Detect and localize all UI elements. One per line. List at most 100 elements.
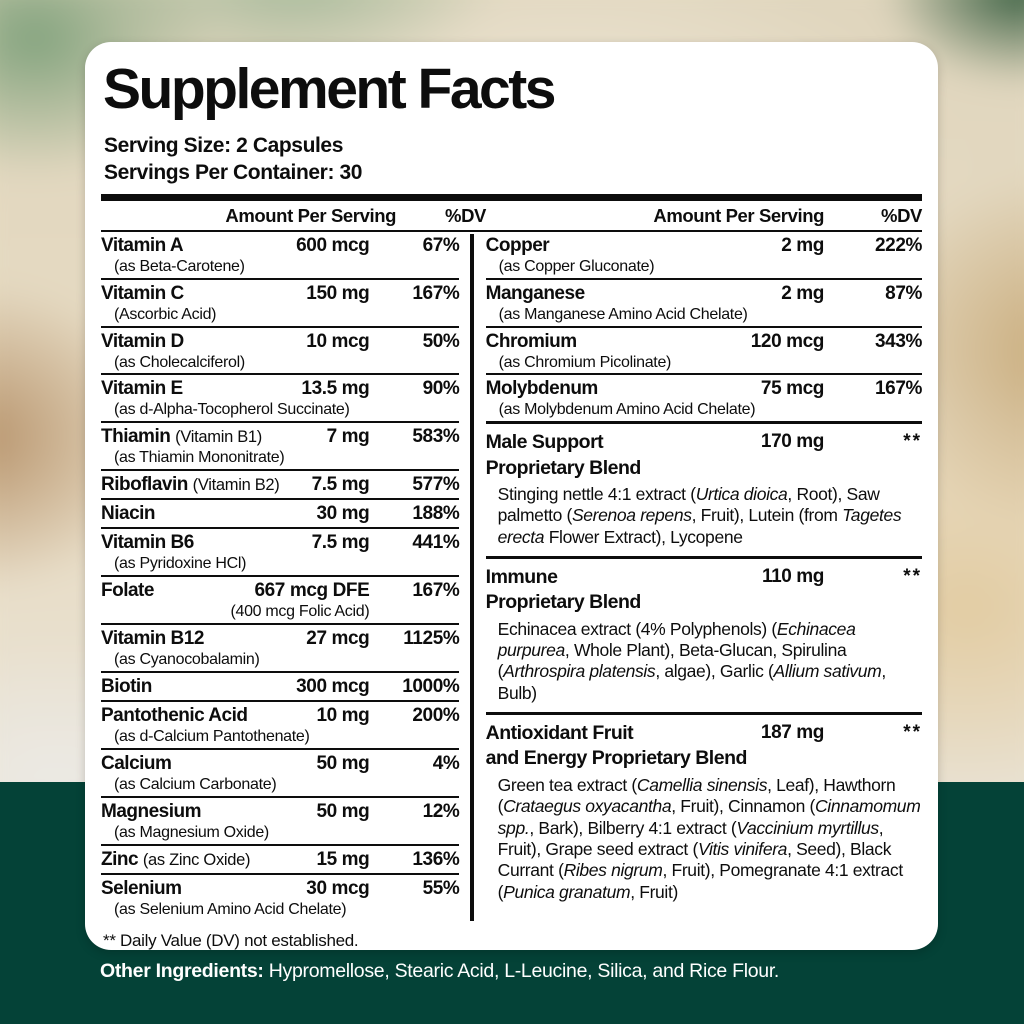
nutrient-row: Copper 2 mg 222% (as Copper Gluconate) [485,232,922,280]
serving-size: Serving Size: 2 Capsules [104,134,343,158]
blend-title-line1: Immune [485,566,558,589]
nutrient-row: Chromium 120 mcg 343% (as Chromium Picol… [485,328,922,376]
nutrient-row: Vitamin A 600 mcg 67% (as Beta-Carotene) [101,232,460,280]
nutrient-dv: 1000% [402,675,460,697]
nutrient-amount: 15 mg [316,848,370,870]
nutrient-row: Biotin 300 mcg 1000% [101,673,460,702]
nutrient-note: (as Zinc Oxide) [142,850,251,869]
nutrient-amount: 10 mcg [306,330,370,352]
nutrient-row: Selenium 30 mcg 55% (as Selenium Amino A… [101,875,460,921]
nutrient-dv: 167% [412,580,460,602]
nutrient-dv: 87% [885,282,922,304]
blend-row: Immune Proprietary Blend 110 mg ** Echin… [485,556,922,712]
other-ingredients-text: Hypromellose, Stearic Acid, L-Leucine, S… [263,960,780,982]
nutrient-source: (as Molybdenum Amino Acid Chelate) [498,401,756,419]
nutrient-source: (as d-Alpha-Tocopherol Succinate) [114,401,350,419]
nutrient-name: Chromium [485,330,578,352]
nutrient-source: (as Pyridoxine HCl) [114,555,247,573]
nutrient-dv: 50% [422,330,460,352]
nutrient-name: Riboflavin [101,474,188,496]
top-double-rule [101,193,922,201]
nutrient-dv: 1125% [403,628,460,650]
blend-dv: ** [903,566,922,588]
servings-per-container: Servings Per Container: 30 [104,161,363,185]
blend-title-line2: Proprietary Blend [485,456,642,479]
nutrient-source: (as Manganese Amino Acid Chelate) [498,305,748,323]
panel-title: Supplement Facts [103,57,556,121]
nutrient-source: (Ascorbic Acid) [114,305,217,323]
nutrient-dv: 441% [412,532,460,554]
nutrient-source: (as Magnesium Oxide) [114,823,269,841]
nutrient-name: Manganese [485,282,585,304]
nutrient-dv: 12% [422,800,460,822]
nutrient-source: (as Chromium Picolinate) [498,353,672,371]
nutrient-dv: 188% [412,503,460,525]
nutrient-source: (as Selenium Amino Acid Chelate) [114,900,347,918]
blend-amount: 187 mg [760,722,824,744]
nutrient-dv: 167% [875,378,922,400]
nutrient-source: (as Beta-Carotene) [114,257,245,275]
left-dv-header: %DV [445,204,486,226]
nutrient-amount: 600 mcg [296,234,370,256]
nutrient-source: (as Cyanocobalamin) [114,651,260,669]
nutrient-dv: 136% [412,848,460,870]
nutrient-row: Pantothenic Acid 10 mg 200% (as d-Calciu… [101,702,460,750]
nutrient-source: (400 mcg Folic Acid) [230,603,370,621]
nutrient-name: Vitamin A [101,234,184,256]
nutrient-row: Niacin 30 mg 188% [101,500,460,530]
nutrient-name: Magnesium [101,800,202,822]
column-headers: Amount Per Serving %DV Amount Per Servin… [101,201,922,232]
nutrient-name: Biotin [101,675,152,697]
blend-amount: 170 mg [760,431,824,453]
nutrient-amount: 7.5 mg [311,474,370,496]
right-amount-header: Amount Per Serving [653,204,824,226]
blend-title-line1: Male Support [485,431,604,454]
minerals-blends-column: Copper 2 mg 222% (as Copper Gluconate) M… [485,232,923,921]
nutrient-row: Zinc (as Zinc Oxide) 15 mg 136% [101,846,460,875]
blend-description: Stinging nettle 4:1 extract (Urtica dioi… [497,484,902,547]
nutrient-dv: 200% [412,704,460,726]
nutrient-row: Thiamin (Vitamin B1) 7 mg 583% (as Thiam… [101,423,460,472]
nutrient-amount: 2 mg [781,282,824,304]
nutrient-amount: 120 mcg [750,330,825,352]
nutrient-row: Molybdenum 75 mcg 167% (as Molybdenum Am… [485,375,923,421]
other-ingredients: Other Ingredients: Hypromellose, Stearic… [100,960,960,983]
nutrient-row: Calcium 50 mg 4% (as Calcium Carbonate) [101,750,460,798]
blend-amount: 110 mg [761,566,824,588]
nutrient-source: (as Copper Gluconate) [498,257,655,275]
nutrient-note: (Vitamin B2) [192,476,280,495]
nutrient-row: Vitamin D 10 mcg 50% (as Cholecalciferol… [101,328,460,376]
nutrient-name: Calcium [101,752,172,774]
blend-row: Antioxidant Fruit and Energy Proprietary… [485,712,922,911]
nutrient-name: Vitamin C [101,282,184,304]
blend-row: Male Support Proprietary Blend 170 mg **… [485,421,922,556]
nutrient-dv: 55% [422,877,460,899]
nutrient-amount: 2 mg [781,234,824,256]
nutrient-source: (as Thiamin Mononitrate) [114,449,285,467]
left-amount-header: Amount Per Serving [225,204,396,226]
nutrient-name: Vitamin B6 [101,532,194,554]
nutrient-amount: 10 mg [316,704,370,726]
nutrient-source: (as Cholecalciferol) [114,353,245,371]
nutrient-dv: 583% [412,426,460,448]
vitamins-column: Vitamin A 600 mcg 67% (as Beta-Carotene)… [101,232,460,921]
nutrient-name: Folate [101,580,154,602]
nutrient-name: Selenium [101,877,182,899]
nutrient-amount: 667 mcg DFE [254,580,370,602]
nutrient-dv: 90% [422,378,460,400]
nutrient-dv: 167% [412,282,460,304]
blend-title-line2: and Energy Proprietary Blend [485,747,748,770]
nutrient-amount: 7 mg [326,426,370,448]
nutrient-row: Vitamin E 13.5 mg 90% (as d-Alpha-Tocoph… [101,375,460,424]
nutrient-amount: 13.5 mg [301,378,370,400]
nutrient-amount: 50 mg [316,752,370,774]
blend-title-line2: Proprietary Blend [485,591,642,614]
nutrient-amount: 30 mg [316,503,370,525]
nutrient-name: Molybdenum [485,378,599,400]
right-dv-header: %DV [881,204,922,226]
nutrient-name: Vitamin E [101,378,183,400]
blend-description: Echinacea extract (4% Polyphenols) (Echi… [497,618,887,703]
blend-dv: ** [903,722,922,744]
nutrient-dv: 222% [875,234,922,256]
nutrient-note: (Vitamin B1) [175,428,263,447]
